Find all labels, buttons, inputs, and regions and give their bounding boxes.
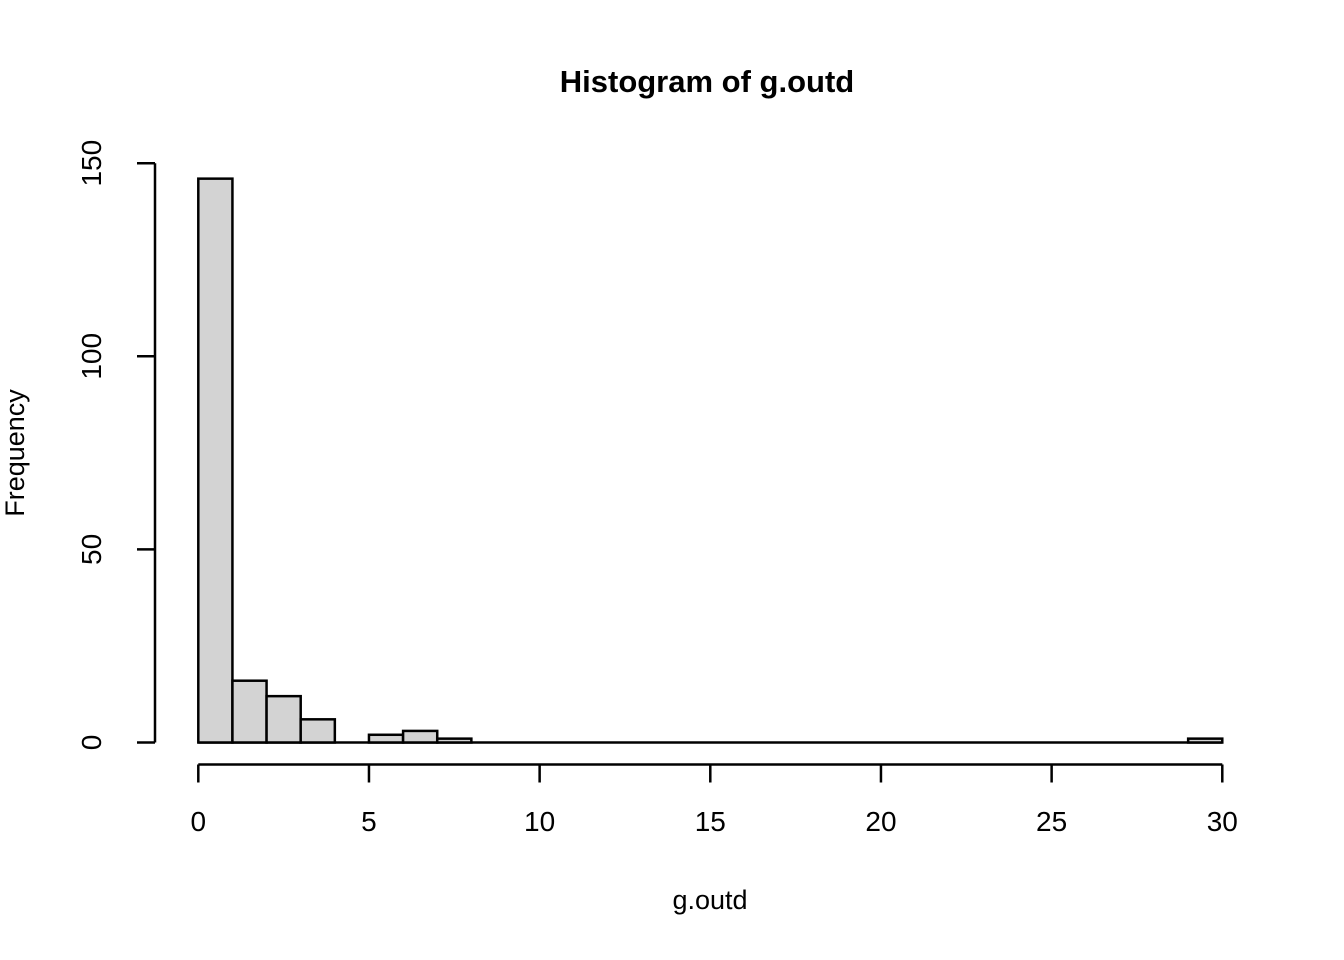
- chart-title: Histogram of g.outd: [560, 64, 854, 99]
- histogram-bar: [401, 729, 439, 744]
- x-axis: 0 5 10 15 20 25 30: [191, 763, 1238, 837]
- histogram-bar: [435, 737, 473, 744]
- y-tick-label: 100: [76, 333, 107, 380]
- histogram-bar: [265, 694, 302, 744]
- histogram-bars: [197, 177, 1224, 744]
- x-axis-label: g.outd: [672, 885, 747, 915]
- y-tick-label: 0: [76, 735, 107, 751]
- histogram-bar: [299, 718, 337, 744]
- histogram-bar: [231, 679, 268, 744]
- x-tick-label: 15: [695, 806, 726, 837]
- x-tick-label: 25: [1036, 806, 1067, 837]
- y-axis-label: Frequency: [0, 389, 30, 517]
- x-tick-label: 10: [524, 806, 555, 837]
- histogram-bar: [197, 177, 234, 744]
- histogram-bar: [1186, 737, 1224, 744]
- x-tick-label: 0: [191, 806, 207, 837]
- histogram-bar: [367, 733, 405, 744]
- x-tick-label: 5: [361, 806, 377, 837]
- y-axis: 0 50 100 150: [76, 140, 157, 751]
- y-tick-label: 150: [76, 140, 107, 187]
- x-tick-label: 30: [1207, 806, 1238, 837]
- y-tick-label: 50: [76, 534, 107, 565]
- x-tick-label: 20: [865, 806, 896, 837]
